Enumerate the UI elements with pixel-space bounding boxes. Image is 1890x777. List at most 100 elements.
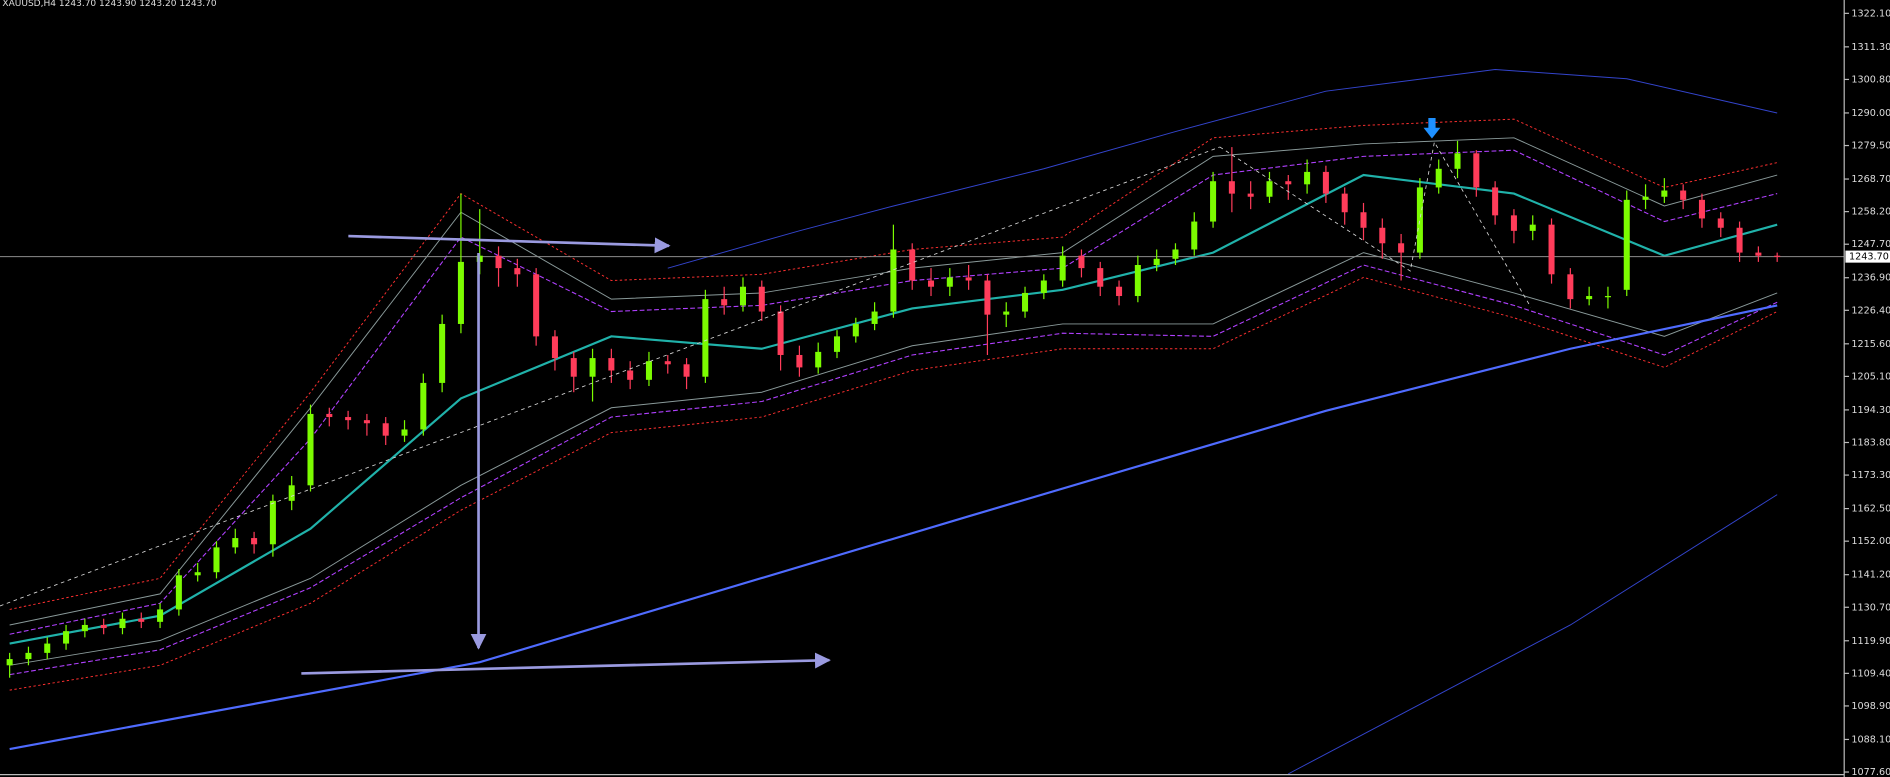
y-tick-label: 1290.00 (1851, 108, 1890, 119)
candle-body (420, 382, 427, 430)
candle-body (439, 323, 446, 383)
candle-body (645, 361, 652, 380)
candle-body (194, 572, 201, 576)
y-tick-label: 1300.80 (1851, 74, 1890, 85)
price-axis: 1322.10 1311.30 1300.80 1290.00 1279.50 1268.… (1844, 8, 1890, 777)
candle-body (1642, 196, 1649, 200)
candle-body (1454, 153, 1461, 169)
candle-body (946, 277, 953, 287)
candle-body (119, 618, 126, 629)
candle-body (81, 624, 88, 632)
indicator-line (9, 173, 1778, 645)
y-tick-label: 1279.50 (1851, 141, 1890, 152)
candle-body (739, 286, 746, 306)
candle-body (1586, 296, 1593, 300)
indicator-line (9, 304, 1778, 751)
chart-title: XAUUSD,H4 1243.70 1243.90 1243.20 1243.7… (2, 0, 217, 9)
candle-body (984, 280, 991, 315)
candle-body (6, 659, 13, 666)
candle-body (1736, 227, 1743, 253)
y-tick-label: 1141.20 (1851, 570, 1890, 581)
candle-body (1172, 249, 1179, 259)
candle-body (1698, 199, 1705, 219)
candle-body (1078, 255, 1085, 269)
candle-body (25, 652, 32, 660)
y-tick-label: 1119.90 (1851, 636, 1890, 647)
indicator-line (9, 276, 1778, 691)
candle-body (777, 311, 784, 355)
candle-body (363, 420, 370, 424)
y-tick-label: 1311.30 (1851, 42, 1890, 53)
plot (0, 69, 1845, 775)
candle-body (1473, 153, 1480, 188)
candle-body (382, 423, 389, 436)
candle-body (871, 311, 878, 324)
candle-body (251, 538, 258, 545)
candle-body (157, 609, 164, 622)
candle-body (495, 255, 502, 269)
candle-body (1322, 171, 1329, 194)
candle-body (514, 268, 521, 275)
candle-body (1492, 187, 1499, 216)
candle-body (1661, 190, 1668, 197)
indicator-line (9, 252, 1778, 666)
candle-body (1134, 264, 1141, 297)
candle-body (1116, 286, 1123, 297)
candle-body (1680, 190, 1687, 200)
candle-body (664, 361, 671, 365)
y-tick-label: 1322.10 (1851, 8, 1890, 19)
y-tick-label: 1162.50 (1851, 504, 1890, 515)
candle-body (1510, 215, 1517, 231)
y-tick-label: 1183.80 (1851, 437, 1890, 448)
y-tick-label: 1247.70 (1851, 239, 1890, 250)
candle-body (589, 358, 596, 377)
candle-body (570, 358, 577, 377)
candle-body (1003, 311, 1010, 315)
candle-body (1210, 181, 1217, 222)
candle-body (1040, 280, 1047, 293)
y-tick-label: 1258.20 (1851, 207, 1890, 218)
y-tick-label: 1088.10 (1851, 734, 1890, 745)
y-tick-label: 1098.90 (1851, 701, 1890, 712)
y-tick-label: 1130.70 (1851, 602, 1890, 613)
candle-body (213, 547, 220, 573)
y-tick-label: 1205.10 (1851, 371, 1890, 382)
candle-body (702, 299, 709, 377)
y-tick-label: 1226.40 (1851, 305, 1890, 316)
indicator-line (9, 264, 1778, 676)
y-tick-label: 1173.30 (1851, 470, 1890, 481)
candle-body (909, 249, 916, 281)
candle-body (1548, 224, 1555, 275)
candle-body (1379, 227, 1386, 244)
candle-body (326, 413, 333, 418)
candle-body (100, 624, 107, 629)
candle-body (1435, 168, 1442, 188)
candle-body (345, 417, 352, 421)
candle-body (1247, 193, 1254, 197)
candle-body (928, 280, 935, 287)
candle-body (533, 274, 540, 337)
candle-body (1717, 218, 1724, 228)
candle-body (307, 413, 314, 486)
candle-body (1022, 292, 1029, 312)
candle-body (1191, 221, 1198, 250)
candle-body (627, 370, 634, 380)
candle-body (1755, 252, 1762, 256)
candle-body (965, 277, 972, 281)
candle-body (1416, 187, 1423, 253)
candle-body (1398, 243, 1405, 253)
indicator-line (1288, 494, 1778, 775)
candle-body (758, 286, 765, 312)
candle-body (1304, 171, 1311, 185)
trend-line (0, 146, 1220, 607)
candle-body (1059, 255, 1066, 281)
candle-body (608, 358, 615, 371)
candle-body (1153, 258, 1160, 265)
y-tick-label: 1109.40 (1851, 668, 1890, 679)
candle-body (796, 354, 803, 368)
candle-body (1567, 274, 1574, 300)
candle-body (288, 485, 295, 501)
candle-body (44, 643, 51, 653)
